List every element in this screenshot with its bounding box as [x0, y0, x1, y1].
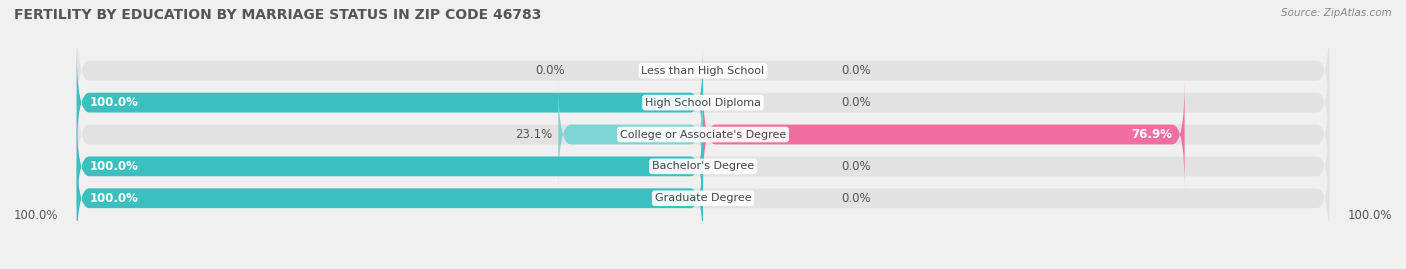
FancyBboxPatch shape [77, 112, 1329, 220]
FancyBboxPatch shape [77, 49, 1329, 157]
Text: Less than High School: Less than High School [641, 66, 765, 76]
Text: 0.0%: 0.0% [841, 160, 870, 173]
Text: 100.0%: 100.0% [89, 96, 138, 109]
FancyBboxPatch shape [77, 49, 703, 157]
Text: 0.0%: 0.0% [536, 64, 565, 77]
Text: 100.0%: 100.0% [1347, 209, 1392, 222]
Text: 100.0%: 100.0% [89, 192, 138, 205]
FancyBboxPatch shape [77, 144, 703, 252]
FancyBboxPatch shape [703, 81, 1185, 188]
Text: Source: ZipAtlas.com: Source: ZipAtlas.com [1281, 8, 1392, 18]
Text: High School Diploma: High School Diploma [645, 98, 761, 108]
Text: Graduate Degree: Graduate Degree [655, 193, 751, 203]
FancyBboxPatch shape [77, 112, 703, 220]
FancyBboxPatch shape [77, 144, 1329, 252]
Text: 100.0%: 100.0% [89, 160, 138, 173]
Text: 0.0%: 0.0% [841, 192, 870, 205]
Text: Bachelor's Degree: Bachelor's Degree [652, 161, 754, 171]
Text: FERTILITY BY EDUCATION BY MARRIAGE STATUS IN ZIP CODE 46783: FERTILITY BY EDUCATION BY MARRIAGE STATU… [14, 8, 541, 22]
FancyBboxPatch shape [77, 81, 1329, 188]
Text: College or Associate's Degree: College or Associate's Degree [620, 129, 786, 140]
FancyBboxPatch shape [558, 81, 703, 188]
Text: 23.1%: 23.1% [515, 128, 553, 141]
Text: 0.0%: 0.0% [841, 96, 870, 109]
Text: 76.9%: 76.9% [1130, 128, 1173, 141]
Text: 100.0%: 100.0% [14, 209, 59, 222]
FancyBboxPatch shape [77, 17, 1329, 125]
Text: 0.0%: 0.0% [841, 64, 870, 77]
